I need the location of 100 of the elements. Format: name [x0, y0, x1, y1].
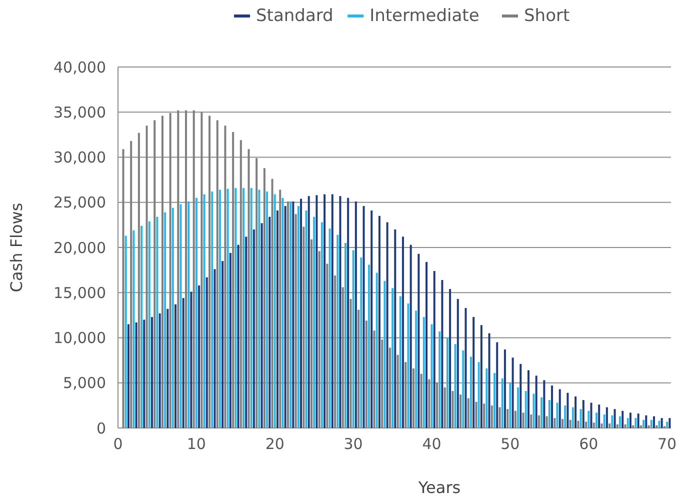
bar — [156, 216, 158, 428]
bar — [410, 244, 412, 428]
bar — [250, 188, 252, 428]
bar — [494, 372, 496, 428]
bar — [248, 149, 250, 428]
bar — [242, 188, 245, 428]
legend-label: Short — [524, 6, 570, 26]
bar — [666, 422, 668, 428]
bar — [331, 194, 334, 428]
bar — [177, 110, 180, 428]
bar — [274, 194, 276, 428]
bar — [396, 354, 399, 428]
bar — [258, 190, 260, 428]
bar — [158, 313, 161, 428]
bar — [629, 412, 632, 428]
bar — [240, 140, 242, 428]
bar — [328, 228, 331, 428]
bar — [326, 264, 328, 428]
x-tick-label: 70 — [658, 435, 677, 453]
bar — [640, 425, 642, 428]
bar — [399, 296, 402, 428]
bar — [232, 132, 234, 428]
bar — [554, 418, 556, 428]
bar — [428, 379, 430, 428]
bar — [224, 126, 226, 428]
bar — [548, 400, 550, 428]
bar — [276, 210, 278, 428]
bar — [384, 280, 386, 428]
y-tick-label: 25,000 — [54, 194, 106, 212]
bar — [386, 222, 388, 428]
bar — [154, 120, 156, 428]
bar — [472, 316, 475, 428]
bar — [378, 216, 380, 428]
bar — [460, 394, 462, 428]
bar — [318, 251, 320, 428]
bar — [585, 422, 588, 428]
bar — [279, 190, 282, 428]
bar — [347, 198, 350, 428]
bar — [441, 280, 444, 428]
bar — [538, 415, 540, 428]
bar — [452, 390, 454, 428]
bar — [600, 423, 603, 428]
bar — [498, 407, 501, 428]
bar — [634, 418, 637, 428]
bar — [218, 190, 221, 428]
y-tick-label: 15,000 — [54, 284, 106, 302]
bar — [490, 405, 493, 428]
bar — [222, 261, 224, 428]
bar — [527, 370, 530, 428]
bar — [619, 416, 622, 428]
bar — [216, 120, 218, 428]
bar — [574, 396, 577, 428]
bar — [509, 382, 512, 428]
bar — [263, 168, 266, 428]
bar — [590, 402, 592, 428]
bar — [546, 416, 548, 428]
bar — [336, 234, 339, 428]
bar — [572, 407, 574, 428]
x-tick-label: 20 — [265, 435, 284, 453]
bar — [300, 198, 302, 428]
bar — [164, 212, 166, 428]
bar — [566, 392, 569, 428]
x-tick-label: 50 — [500, 435, 520, 453]
y-tick-label: 30,000 — [54, 148, 106, 166]
bar — [200, 112, 203, 428]
bar — [206, 277, 208, 428]
bar — [148, 221, 150, 428]
bar — [524, 390, 527, 428]
bar — [290, 201, 292, 428]
bar — [595, 412, 598, 428]
bar — [412, 368, 414, 428]
bar — [504, 349, 506, 428]
y-tick-label: 20,000 — [54, 238, 106, 257]
bar — [478, 362, 480, 428]
bar — [260, 223, 263, 428]
bar — [506, 409, 509, 428]
legend-label: Intermediate — [370, 6, 480, 26]
bar — [188, 201, 190, 428]
bar — [352, 250, 354, 428]
bar — [344, 242, 346, 428]
bar — [475, 402, 478, 428]
bar — [203, 194, 206, 428]
bar — [282, 198, 284, 428]
bar — [407, 303, 410, 428]
bar — [608, 423, 611, 428]
bar — [543, 380, 546, 428]
bar — [388, 348, 391, 428]
bar — [226, 188, 229, 428]
bar — [124, 236, 127, 428]
bar — [174, 304, 177, 428]
bar — [172, 208, 174, 428]
x-tick-label: 0 — [113, 435, 123, 453]
bar — [436, 382, 438, 428]
x-tick-label: 60 — [579, 435, 598, 453]
bar — [467, 398, 470, 428]
bar — [449, 289, 452, 428]
bar — [517, 387, 520, 428]
bar — [122, 149, 124, 428]
bar — [616, 424, 618, 428]
bar — [252, 229, 255, 428]
